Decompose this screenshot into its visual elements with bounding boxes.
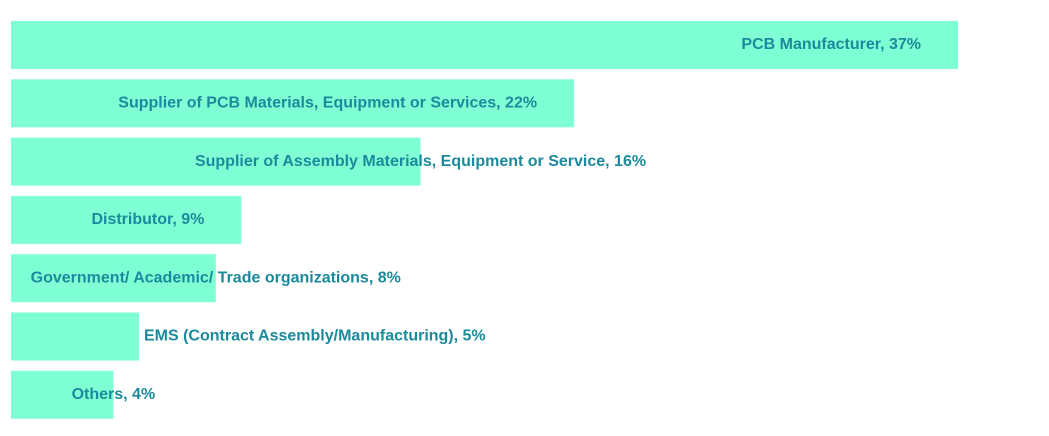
bar-label-6: EMS (Contract Assembly/Manufacturing), 5… xyxy=(144,328,486,345)
bar-7 xyxy=(11,370,114,419)
bar-label-7: Others, 4% xyxy=(72,386,156,403)
bar-4 xyxy=(11,195,242,244)
bar-label-1: PCB Manufacturer, 37% xyxy=(741,36,921,53)
bars-group xyxy=(11,21,958,419)
bar-label-5: Government/ Academic/ Trade organization… xyxy=(31,269,401,286)
bar-label-4: Distributor, 9% xyxy=(91,211,204,228)
bar-1 xyxy=(11,21,958,69)
bar-3 xyxy=(11,137,421,186)
bar-label-2: Supplier of PCB Materials, Equipment or … xyxy=(118,95,537,112)
bar-6 xyxy=(11,312,139,361)
bar-5 xyxy=(11,254,216,303)
data-labels-group: PCB Manufacturer, 37% Supplier of PCB Mat… xyxy=(31,36,921,403)
bar-label-3: Supplier of Assembly Materials, Equipmen… xyxy=(195,153,646,170)
bar-2 xyxy=(11,79,575,128)
